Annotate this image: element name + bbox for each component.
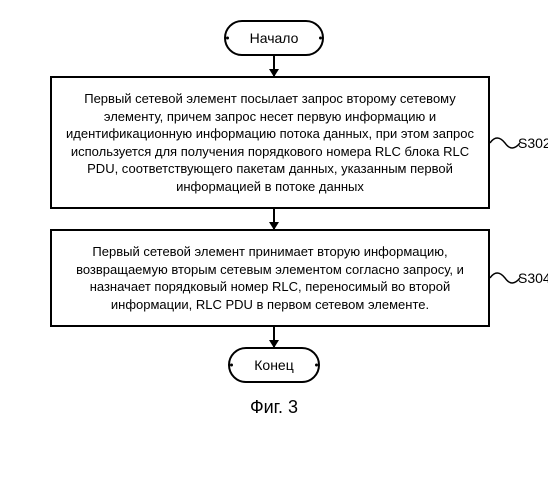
arrow-icon [273, 209, 275, 229]
terminal-end: Конец [228, 347, 319, 383]
step-label: S304 [518, 270, 548, 286]
process-text: Первый сетевой элемент посылает запрос в… [66, 91, 474, 194]
step-label: S302 [518, 135, 548, 151]
wavy-connector-icon [490, 128, 520, 158]
terminal-end-label: Конец [254, 357, 293, 373]
process-box: Первый сетевой элемент принимает вторую … [50, 229, 490, 327]
arrow-icon [273, 56, 275, 76]
arrow-icon [273, 327, 275, 347]
terminal-start: Начало [224, 20, 325, 56]
wavy-connector-icon [490, 263, 520, 293]
step-label-connector: S302 [490, 128, 548, 158]
terminal-start-label: Начало [250, 30, 299, 46]
step-2-wrapper: Первый сетевой элемент принимает вторую … [20, 229, 528, 327]
process-text: Первый сетевой элемент принимает вторую … [76, 244, 464, 312]
flowchart-container: Начало Первый сетевой элемент посылает з… [20, 20, 528, 418]
step-label-connector: S304 [490, 263, 548, 293]
process-box: Первый сетевой элемент посылает запрос в… [50, 76, 490, 209]
step-1-wrapper: Первый сетевой элемент посылает запрос в… [20, 76, 528, 209]
figure-caption: Фиг. 3 [250, 397, 298, 418]
